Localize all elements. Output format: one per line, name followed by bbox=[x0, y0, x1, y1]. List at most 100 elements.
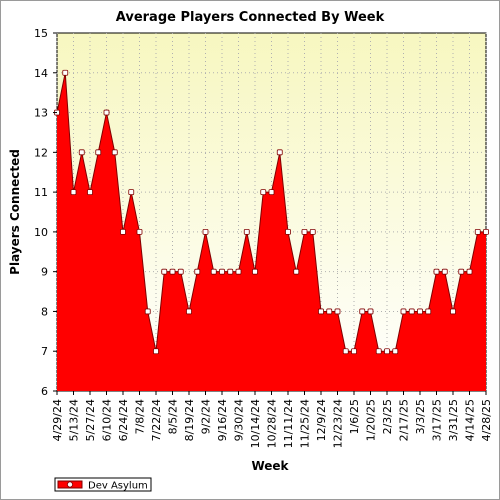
data-point bbox=[62, 69, 69, 76]
x-tick-label: 6/10/24 bbox=[101, 399, 114, 441]
data-point bbox=[70, 189, 77, 196]
series-area-fill bbox=[57, 72, 486, 391]
x-tick-label: 9/30/24 bbox=[233, 399, 246, 441]
x-axis-title: Week bbox=[251, 459, 289, 473]
data-point bbox=[318, 308, 324, 315]
data-point bbox=[301, 228, 308, 235]
x-tick-label: 4/29/24 bbox=[51, 399, 64, 441]
data-point bbox=[219, 268, 225, 275]
y-tick-label: 11 bbox=[34, 186, 48, 199]
y-tick-label: 12 bbox=[34, 146, 48, 159]
data-point bbox=[268, 189, 275, 196]
data-point bbox=[235, 268, 242, 275]
data-point bbox=[367, 308, 374, 315]
y-axis-title: Players Connected bbox=[8, 149, 22, 275]
y-tick-label: 13 bbox=[34, 107, 48, 120]
data-point bbox=[293, 268, 300, 275]
data-point bbox=[103, 109, 110, 116]
data-point bbox=[194, 268, 201, 275]
data-point bbox=[450, 308, 456, 315]
data-point bbox=[400, 308, 407, 315]
x-axis: 4/29/24 5/13/24 5/27/24 6/10/24 6/24/24 7/8/2… bbox=[51, 391, 493, 448]
x-tick-label: 8/5/24 bbox=[167, 399, 180, 434]
x-tick-label: 1/6/25 bbox=[348, 399, 361, 434]
y-tick-label: 14 bbox=[34, 67, 48, 80]
data-point bbox=[384, 348, 390, 355]
data-point bbox=[177, 268, 184, 275]
x-tick-label: 12/23/24 bbox=[332, 399, 345, 448]
data-point bbox=[227, 268, 234, 275]
data-point bbox=[78, 149, 85, 156]
data-point bbox=[351, 348, 357, 355]
x-tick-label: 9/2/24 bbox=[200, 399, 213, 434]
data-point bbox=[136, 228, 143, 235]
x-tick-label: 5/13/24 bbox=[68, 399, 81, 441]
data-point bbox=[417, 308, 423, 315]
chart-title: Average Players Connected By Week bbox=[116, 10, 385, 25]
data-point bbox=[285, 228, 291, 235]
x-tick-label: 2/17/25 bbox=[398, 399, 411, 441]
x-tick-label: 11/25/24 bbox=[299, 399, 312, 448]
data-point bbox=[334, 308, 341, 315]
data-point bbox=[375, 348, 382, 355]
data-point bbox=[466, 268, 473, 275]
data-point bbox=[120, 228, 126, 235]
data-point bbox=[243, 228, 250, 235]
data-point bbox=[153, 348, 159, 355]
x-tick-label: 7/22/24 bbox=[150, 399, 163, 441]
data-markers bbox=[54, 69, 489, 355]
data-point bbox=[95, 149, 102, 156]
data-point bbox=[260, 189, 267, 196]
data-point bbox=[111, 149, 118, 156]
x-tick-label: 5/27/24 bbox=[84, 399, 97, 441]
data-point bbox=[161, 268, 168, 275]
x-tick-label: 3/17/25 bbox=[431, 399, 444, 441]
data-point bbox=[483, 228, 489, 235]
y-axis: 6 7 8 9 10 11 12 13 14 15 bbox=[34, 27, 57, 398]
data-point bbox=[252, 268, 258, 275]
y-tick-label: 6 bbox=[41, 385, 48, 398]
x-tick-label: 11/11/24 bbox=[282, 399, 295, 448]
data-point bbox=[433, 268, 440, 275]
data-point bbox=[309, 228, 316, 235]
x-tick-label: 3/3/25 bbox=[414, 399, 427, 434]
y-tick-label: 10 bbox=[34, 226, 48, 239]
data-point bbox=[144, 308, 151, 315]
data-point bbox=[186, 308, 192, 315]
x-tick-label: 9/16/24 bbox=[216, 399, 229, 441]
data-point bbox=[342, 348, 349, 355]
legend-marker bbox=[67, 481, 74, 488]
x-tick-label: 3/31/25 bbox=[447, 399, 460, 441]
data-point bbox=[202, 228, 209, 235]
y-tick-label: 8 bbox=[41, 305, 48, 318]
x-tick-label: 4/14/25 bbox=[464, 399, 477, 441]
x-tick-label: 7/8/24 bbox=[134, 399, 147, 434]
data-point bbox=[474, 228, 481, 235]
data-point bbox=[210, 268, 217, 275]
x-tick-label: 6/24/24 bbox=[117, 399, 130, 441]
data-point bbox=[392, 348, 399, 355]
data-point bbox=[276, 149, 283, 156]
x-tick-label: 1/20/25 bbox=[365, 399, 378, 441]
y-tick-label: 9 bbox=[41, 266, 48, 279]
y-tick-label: 15 bbox=[34, 27, 48, 40]
x-tick-label: 10/28/24 bbox=[266, 399, 279, 448]
data-point bbox=[87, 189, 93, 196]
data-point bbox=[441, 268, 448, 275]
data-point bbox=[169, 268, 176, 275]
x-tick-label: 10/14/24 bbox=[249, 399, 262, 448]
data-point bbox=[326, 308, 333, 315]
legend: Dev Asylum bbox=[54, 477, 152, 492]
data-point bbox=[128, 189, 135, 196]
x-tick-label: 8/19/24 bbox=[183, 399, 196, 441]
data-point bbox=[408, 308, 415, 315]
x-tick-label: 2/3/25 bbox=[381, 399, 394, 434]
data-point bbox=[425, 308, 432, 315]
y-tick-label: 7 bbox=[41, 345, 48, 358]
legend-label: Dev Asylum bbox=[88, 481, 148, 492]
data-point bbox=[458, 268, 465, 275]
data-point bbox=[359, 308, 366, 315]
x-tick-label: 4/28/25 bbox=[480, 399, 493, 441]
x-tick-label: 12/9/24 bbox=[315, 399, 328, 441]
